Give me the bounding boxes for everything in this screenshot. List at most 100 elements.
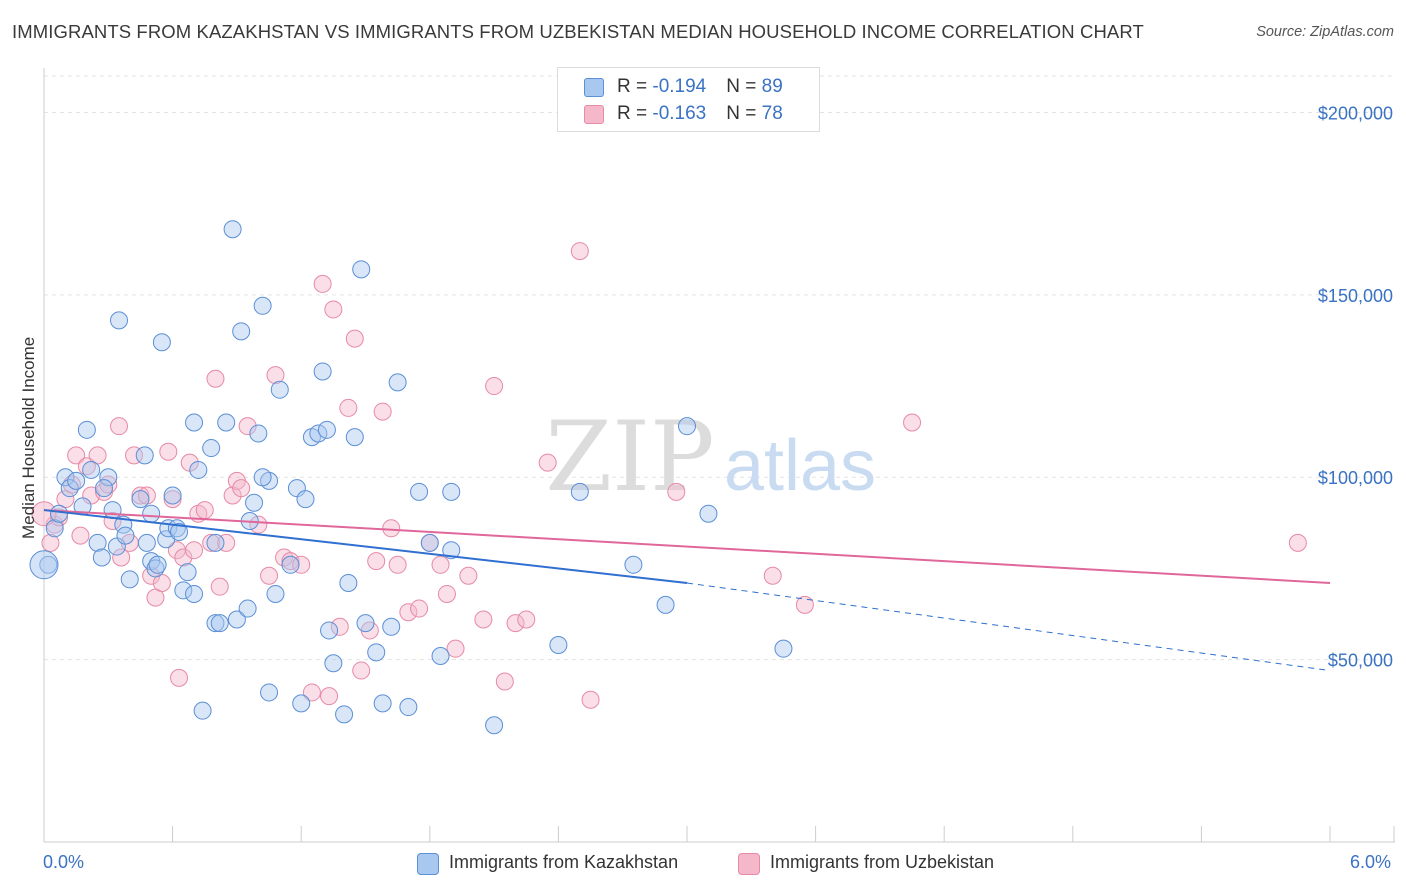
data-point-uzbekistan <box>667 482 686 501</box>
data-point-kazakhstan <box>148 555 167 574</box>
data-point-kazakhstan <box>50 504 69 523</box>
data-point-kazakhstan <box>699 504 718 523</box>
data-point-kazakhstan <box>116 526 135 545</box>
data-point-uzbekistan <box>382 519 401 538</box>
data-point-kazakhstan <box>223 220 242 239</box>
data-point-kazakhstan <box>656 595 675 614</box>
bottom-legend-label-uzbekistan: Immigrants from Uzbekistan <box>770 852 995 872</box>
data-point-uzbekistan <box>388 555 407 574</box>
trend-line-kazakhstan-projection <box>686 582 1331 672</box>
data-point-uzbekistan <box>110 417 129 436</box>
data-point-uzbekistan <box>373 402 392 421</box>
data-point-uzbekistan <box>185 541 204 560</box>
legend-swatch-uzbekistan <box>584 105 604 124</box>
bottom-swatch-uzbekistan <box>738 853 760 875</box>
data-point-kazakhstan <box>292 694 311 713</box>
data-point-kazakhstan <box>570 482 589 501</box>
data-point-kazakhstan <box>120 570 139 589</box>
n-label: N = <box>726 103 762 124</box>
data-point-uzbekistan <box>266 366 285 385</box>
data-point-uzbekistan <box>1288 533 1307 552</box>
data-point-kazakhstan <box>60 479 79 498</box>
y-tick-labels: $50,000 $100,000 $150,000 $200,000 <box>1318 103 1393 670</box>
data-point-kazakhstan <box>135 446 154 465</box>
data-point-kazakhstan <box>238 599 257 618</box>
data-point-kazakhstan <box>56 468 75 487</box>
data-point-uzbekistan <box>437 584 456 603</box>
data-point-uzbekistan <box>112 548 131 567</box>
r-value-uzbekistan: -0.163 <box>652 103 707 124</box>
data-point-kazakhstan <box>774 639 793 658</box>
data-point-kazakhstan <box>249 424 268 443</box>
data-point-uzbekistan <box>320 687 339 706</box>
data-point-kazakhstan <box>67 471 86 490</box>
data-point-uzbekistan <box>339 398 358 417</box>
y-tick-label: $200,000 <box>1318 103 1393 123</box>
data-point-kazakhstan <box>320 621 339 640</box>
data-point-kazakhstan <box>335 705 354 724</box>
watermark: ZIP atlas <box>545 401 876 513</box>
y-axis-title: Median Household Income <box>19 336 38 539</box>
data-point-uzbekistan <box>538 453 557 472</box>
data-point-uzbekistan <box>581 690 600 709</box>
data-point-kazakhstan <box>206 614 225 633</box>
watermark-zip: ZIP <box>545 401 714 513</box>
data-point-uzbekistan <box>260 566 279 585</box>
data-point-uzbekistan <box>170 668 189 687</box>
series-kazakhstan-points <box>29 220 793 735</box>
series-uzbekistan-points <box>31 242 1307 709</box>
trend-lines <box>43 509 1331 672</box>
data-point-kazakhstan <box>281 555 300 574</box>
data-point-uzbekistan <box>495 672 514 691</box>
data-point-uzbekistan <box>485 377 504 396</box>
trend-line-uzbekistan <box>43 509 1331 585</box>
data-point-kazakhstan <box>309 424 328 443</box>
axes <box>43 68 1395 843</box>
data-point-kazakhstan <box>317 420 336 439</box>
data-point-uzbekistan <box>367 552 386 571</box>
data-point-kazakhstan <box>388 373 407 392</box>
legend-swatch-kazakhstan <box>584 78 604 97</box>
data-point-uzbekistan <box>345 329 364 348</box>
trend-line-kazakhstan <box>43 509 688 585</box>
data-point-kazakhstan <box>103 501 122 520</box>
data-point-uzbekistan <box>903 413 922 432</box>
data-point-kazakhstan <box>174 581 193 600</box>
x-tick-max: 6.0% <box>1350 852 1392 872</box>
data-point-kazakhstan <box>185 413 204 432</box>
data-point-kazakhstan <box>189 460 208 479</box>
bottom-legend-label-kazakhstan: Immigrants from Kazakhstan <box>449 852 679 872</box>
data-point-kazakhstan <box>227 610 246 629</box>
data-point-kazakhstan <box>253 468 272 487</box>
data-point-kazakhstan <box>485 716 504 735</box>
data-point-kazakhstan <box>99 468 118 487</box>
data-point-kazakhstan <box>137 533 156 552</box>
data-point-kazakhstan <box>313 362 332 381</box>
data-point-uzbekistan <box>324 300 343 319</box>
data-point-uzbekistan <box>159 442 178 461</box>
data-point-kazakhstan <box>410 482 429 501</box>
data-point-kazakhstan <box>45 519 64 538</box>
data-point-kazakhstan <box>345 428 364 447</box>
data-point-uzbekistan <box>517 610 536 629</box>
data-point-uzbekistan <box>195 501 214 520</box>
y-tick-label: $150,000 <box>1318 286 1393 306</box>
data-point-kazakhstan <box>92 548 111 567</box>
data-point-uzbekistan <box>217 533 236 552</box>
data-point-kazakhstan <box>549 636 568 655</box>
data-point-uzbekistan <box>431 555 450 574</box>
data-point-uzbekistan <box>174 548 193 567</box>
y-tick-label: $100,000 <box>1318 468 1393 488</box>
data-point-uzbekistan <box>206 369 225 388</box>
data-point-kazakhstan <box>232 322 251 341</box>
data-point-kazakhstan <box>217 413 236 432</box>
data-point-uzbekistan <box>202 533 221 552</box>
data-point-kazakhstan <box>296 490 315 509</box>
data-point-kazakhstan <box>131 490 150 509</box>
data-point-kazakhstan <box>178 563 197 582</box>
data-point-kazakhstan <box>339 574 358 593</box>
source-credit: Source: ZipAtlas.com <box>1256 24 1394 40</box>
data-point-uzbekistan <box>459 566 478 585</box>
data-point-uzbekistan <box>570 242 589 261</box>
